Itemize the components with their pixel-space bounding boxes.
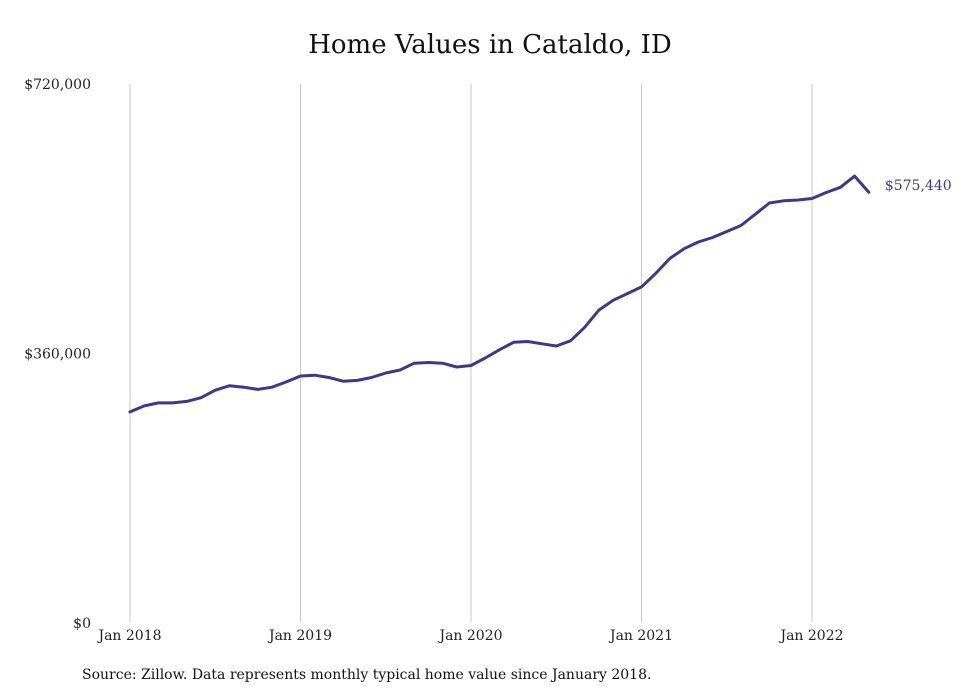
source-note: Source: Zillow. Data represents monthly … bbox=[82, 667, 652, 683]
series-line-home-value bbox=[128, 174, 871, 414]
x-tick-label: Jan 2018 bbox=[96, 628, 161, 644]
line-chart: $0$360,000$720,000 Jan 2018 Jan 2019 Jan 2… bbox=[24, 77, 952, 644]
y-tick-label: $360,000 bbox=[24, 347, 91, 363]
x-tick-label: Jan 2019 bbox=[267, 628, 332, 644]
y-tick-label: $720,000 bbox=[24, 77, 91, 93]
y-tick-label: $0 bbox=[73, 616, 91, 632]
x-axis-ticks: Jan 2018 Jan 2019 Jan 2020 Jan 2021 Jan 2022 bbox=[96, 628, 843, 644]
end-value-label: $575,440 bbox=[885, 178, 952, 194]
x-tick-label: Jan 2020 bbox=[437, 628, 502, 644]
chart-title: Home Values in Cataldo, ID bbox=[308, 30, 672, 60]
x-tick-label: Jan 2022 bbox=[778, 628, 843, 644]
y-axis-ticks: $0 $360,000 $720,000 bbox=[24, 77, 91, 632]
x-tick-label: Jan 2021 bbox=[608, 628, 673, 644]
gridlines bbox=[129, 84, 813, 622]
